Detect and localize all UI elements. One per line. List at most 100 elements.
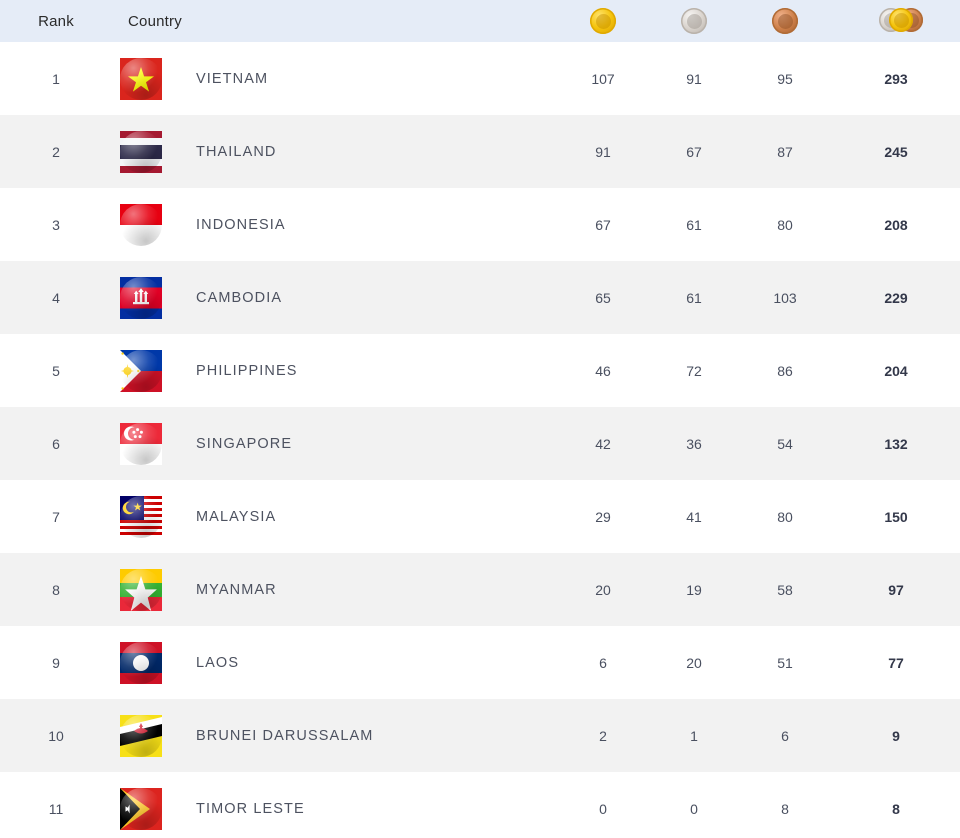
cell-bronze-count: 87 — [777, 143, 793, 160]
cell-gold-count: 91 — [595, 143, 611, 160]
cell-total-count: 132 — [884, 435, 908, 452]
table-row[interactable]: 9 LAOS 6 20 51 77 — [0, 626, 960, 699]
cell-bronze-count: 80 — [777, 508, 793, 525]
cell-bronze-count: 80 — [777, 216, 793, 233]
table-row[interactable]: 6 SINGAPORE 42 36 54 132 — [0, 407, 960, 480]
flag-disc — [120, 57, 162, 100]
cell-rank: 10 — [48, 727, 64, 744]
column-header-rank[interactable]: Rank — [38, 12, 74, 30]
cell-bronze-count: 54 — [777, 435, 793, 452]
cell-silver-count: 36 — [686, 435, 702, 452]
table-row[interactable]: 5 PHILIPPINES 46 72 86 204 — [0, 334, 960, 407]
flag-disc — [120, 787, 162, 830]
flag-disc — [120, 203, 162, 246]
cell-silver-count: 61 — [686, 289, 702, 306]
cell-total-count: 150 — [884, 508, 908, 525]
flag-disc — [120, 641, 162, 684]
cell-silver-count: 41 — [686, 508, 702, 525]
cell-rank: 8 — [52, 581, 60, 598]
table-row[interactable]: 1 VIETNAM 107 91 95 293 — [0, 42, 960, 115]
table-row[interactable]: 3 INDONESIA 67 61 80 208 — [0, 188, 960, 261]
cell-country-name: TIMOR LESTE — [196, 800, 305, 817]
malaysia-flag-icon — [120, 495, 162, 538]
cell-country-name: THAILAND — [196, 143, 277, 160]
cell-country-name: VIETNAM — [196, 70, 269, 87]
cell-country-name: LAOS — [196, 654, 240, 671]
gold-medal-icon[interactable] — [586, 4, 620, 38]
cell-country-name: SINGAPORE — [196, 435, 293, 452]
flag-disc — [120, 422, 162, 465]
table-row[interactable]: 10 BRUNEI DARUSSALAM 2 1 6 9 — [0, 699, 960, 772]
bronze-medal-icon[interactable] — [768, 4, 802, 38]
table-row[interactable]: 11 TIMOR LESTE 0 0 8 8 — [0, 772, 960, 838]
cell-gold-count: 2 — [599, 727, 607, 744]
cell-rank: 1 — [52, 70, 60, 87]
cell-total-count: 245 — [884, 143, 908, 160]
indonesia-flag-icon — [120, 203, 162, 246]
cell-total-count: 97 — [888, 581, 904, 598]
cell-gold-count: 0 — [599, 800, 607, 817]
laos-flag-icon — [120, 641, 162, 684]
flag-disc — [120, 714, 162, 757]
cell-gold-count: 6 — [599, 654, 607, 671]
cell-rank: 6 — [52, 435, 60, 452]
cell-country-name: INDONESIA — [196, 216, 286, 233]
cell-bronze-count: 103 — [773, 289, 797, 306]
cell-total-count: 293 — [884, 70, 908, 87]
flag-disc — [120, 349, 162, 392]
philippines-flag-icon — [120, 349, 162, 392]
bronze-coin-glyph — [772, 8, 798, 34]
cell-country-name: BRUNEI DARUSSALAM — [196, 727, 374, 744]
cell-rank: 11 — [48, 800, 64, 817]
thailand-flag-icon — [120, 130, 162, 173]
cell-country-name: CAMBODIA — [196, 289, 283, 306]
cell-country-name: MYANMAR — [196, 581, 277, 598]
cell-total-count: 229 — [884, 289, 908, 306]
cell-rank: 7 — [52, 508, 60, 525]
flag-disc — [120, 276, 162, 319]
cell-rank: 3 — [52, 216, 60, 233]
cell-bronze-count: 95 — [777, 70, 793, 87]
table-row[interactable]: 7 MALAYSIA 29 41 80 150 — [0, 480, 960, 553]
table-header-row: Rank Country — [0, 0, 960, 42]
cell-country-name: MALAYSIA — [196, 508, 277, 525]
total-coin-stack-glyph — [879, 7, 923, 35]
cell-rank: 2 — [52, 143, 60, 160]
cell-bronze-count: 86 — [777, 362, 793, 379]
cell-rank: 5 — [52, 362, 60, 379]
cell-gold-count: 107 — [591, 70, 615, 87]
cell-rank: 4 — [52, 289, 60, 306]
myanmar-flag-icon — [120, 568, 162, 611]
cell-bronze-count: 8 — [781, 800, 789, 817]
cell-silver-count: 0 — [690, 800, 698, 817]
cell-total-count: 9 — [892, 727, 900, 744]
silver-coin-glyph — [681, 8, 707, 34]
cell-rank: 9 — [52, 654, 60, 671]
vietnam-flag-icon — [120, 57, 162, 100]
cell-country-name: PHILIPPINES — [196, 362, 298, 379]
column-header-country[interactable]: Country — [128, 12, 182, 30]
timor-leste-flag-icon — [120, 787, 162, 830]
cell-gold-count: 46 — [595, 362, 611, 379]
flag-disc — [120, 568, 162, 611]
table-row[interactable]: 2 THAILAND 91 67 87 245 — [0, 115, 960, 188]
cell-bronze-count: 6 — [781, 727, 789, 744]
cell-bronze-count: 51 — [777, 654, 793, 671]
table-row[interactable]: 4 CAMBODIA 65 61 103 229 — [0, 261, 960, 334]
table-row[interactable]: 8 MYANMAR 20 19 58 97 — [0, 553, 960, 626]
cell-silver-count: 19 — [686, 581, 702, 598]
singapore-flag-icon — [120, 422, 162, 465]
cell-gold-count: 65 — [595, 289, 611, 306]
cell-gold-count: 29 — [595, 508, 611, 525]
silver-medal-icon[interactable] — [677, 4, 711, 38]
cell-gold-count: 67 — [595, 216, 611, 233]
flag-disc — [120, 130, 162, 173]
cell-bronze-count: 58 — [777, 581, 793, 598]
brunei-flag-icon — [120, 714, 162, 757]
total-medals-icon[interactable] — [879, 4, 923, 38]
cell-total-count: 208 — [884, 216, 908, 233]
stack-gold-coin — [889, 8, 913, 32]
cell-silver-count: 72 — [686, 362, 702, 379]
cell-silver-count: 91 — [686, 70, 702, 87]
